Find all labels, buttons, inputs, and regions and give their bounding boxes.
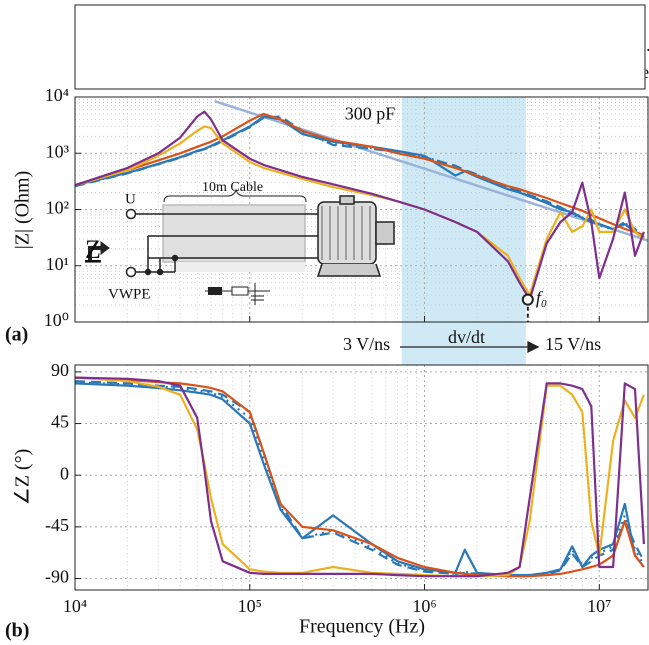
y-axis-label: ∠Z (°) (12, 449, 34, 505)
rate-arrow (400, 340, 540, 354)
y-tick-label: 0 (60, 463, 69, 483)
y-tick-label: 10¹ (46, 254, 69, 274)
y-tick-label: 90 (51, 360, 69, 380)
annotation: 3 V/ns (343, 334, 390, 354)
x-tick-label: 10⁶ (412, 596, 436, 616)
series-line (75, 376, 645, 578)
panel-label: (a) (5, 324, 28, 346)
y-tick-label: 10⁰ (44, 310, 69, 330)
axes-frame (74, 364, 649, 591)
marker-label: f₀ (536, 288, 547, 308)
panel-label: (b) (5, 620, 29, 642)
x-tick-label: 10⁷ (587, 596, 611, 616)
x-axis-label: Frequency (Hz) (299, 616, 425, 638)
annotation: dv/dt (448, 327, 485, 347)
x-tick-label: 10⁴ (63, 596, 87, 616)
axes-frame (74, 96, 649, 323)
y-axis-label: |Z| (Ohm) (12, 171, 34, 250)
y-tick-label: 45 (51, 412, 69, 432)
series-line (75, 382, 645, 577)
series-line (75, 110, 645, 301)
circuit-inset (88, 188, 395, 305)
minor-grid (127, 365, 592, 590)
series-line (75, 381, 645, 577)
series-line (75, 116, 645, 239)
reference-label: 300 pF (345, 103, 396, 123)
y-tick-label: 10³ (46, 141, 70, 161)
series-group (75, 100, 648, 301)
legend-box (74, 4, 646, 90)
annotation: 10m Cable (202, 180, 263, 195)
annotation: Z (85, 235, 101, 264)
annotation: VWPE (108, 286, 151, 302)
series-line (75, 376, 645, 578)
series-group (75, 376, 645, 578)
x-tick-label: 10⁵ (238, 596, 262, 616)
plot-area (75, 365, 648, 590)
y-tick-label: 10² (46, 198, 69, 218)
marker (521, 293, 534, 306)
annotation: U (125, 191, 136, 207)
y-tick-label: -45 (45, 515, 69, 535)
y-tick-label: 10⁴ (45, 85, 69, 105)
annotation: 15 V/ns (545, 334, 601, 354)
y-tick-label: -90 (45, 567, 69, 587)
